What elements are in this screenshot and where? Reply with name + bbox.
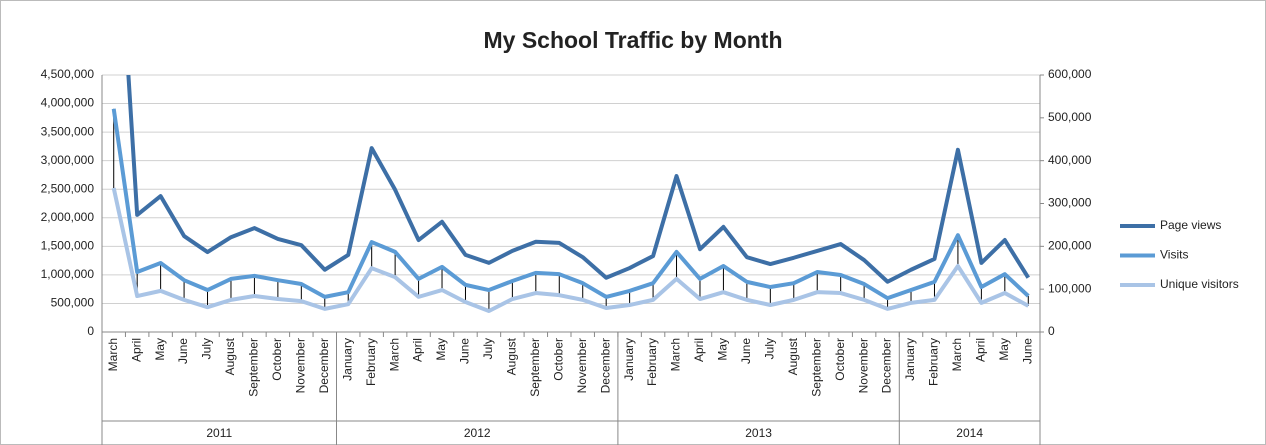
x-tick-label: February: [927, 338, 941, 386]
x-tick-label: June: [458, 338, 472, 364]
x-tick-label: October: [551, 338, 565, 381]
x-tick-label: March: [106, 338, 120, 371]
x-tick-label: March: [950, 338, 964, 371]
x-tick-label: April: [129, 338, 143, 362]
x-tick-label: July: [200, 338, 214, 359]
y2-tick-label: 300,000: [1048, 196, 1092, 210]
x-tick-label: March: [669, 338, 683, 371]
y2-tick-label: 0: [1048, 324, 1055, 338]
y2-tick-label: 200,000: [1048, 239, 1092, 253]
x-tick-label: December: [880, 338, 894, 393]
y-tick-label: 4,500,000: [41, 67, 95, 81]
x-tick-label: April: [974, 338, 988, 362]
y-tick-label: 500,000: [51, 296, 95, 310]
x-tick-label: May: [434, 338, 448, 361]
y-tick-label: 1,500,000: [41, 239, 95, 253]
x-tick-label: November: [575, 338, 589, 393]
x-tick-label: December: [317, 338, 331, 393]
x-tick-label: July: [481, 338, 495, 359]
x-tick-label: February: [645, 338, 659, 386]
legend-label: Visits: [1160, 248, 1188, 262]
y-tick-label: 4,000,000: [41, 96, 95, 110]
group-label: 2014: [956, 426, 983, 440]
x-tick-label: September: [247, 338, 261, 397]
x-tick-label: March: [387, 338, 401, 371]
x-tick-label: August: [223, 337, 237, 375]
x-tick-label: September: [809, 338, 823, 397]
x-tick-label: February: [364, 338, 378, 386]
y-tick-label: 3,000,000: [41, 153, 95, 167]
x-tick-label: June: [1020, 338, 1034, 364]
y2-tick-label: 600,000: [1048, 67, 1092, 81]
x-tick-label: July: [762, 338, 776, 359]
chart-title: My School Traffic by Month: [483, 27, 782, 53]
y-tick-label: 2,500,000: [41, 181, 95, 195]
legend-label: Unique visitors: [1160, 277, 1239, 291]
y2-tick-label: 100,000: [1048, 281, 1092, 295]
x-tick-label: October: [833, 338, 847, 381]
x-tick-label: August: [505, 337, 519, 375]
y2-tick-label: 400,000: [1048, 153, 1092, 167]
x-tick-label: January: [903, 338, 917, 381]
x-tick-label: September: [528, 338, 542, 397]
group-label: 2013: [745, 426, 772, 440]
x-tick-label: June: [176, 338, 190, 364]
x-tick-label: April: [411, 338, 425, 362]
series-line: [126, 75, 1030, 284]
y2-tick-label: 500,000: [1048, 110, 1092, 124]
x-tick-label: October: [270, 338, 284, 381]
x-tick-label: November: [293, 338, 307, 393]
y-tick-label: 0: [87, 324, 94, 338]
x-tick-label: June: [739, 338, 753, 364]
x-tick-label: August: [786, 337, 800, 375]
x-tick-label: January: [340, 338, 354, 381]
x-tick-label: January: [622, 338, 636, 381]
legend-label: Page views: [1160, 218, 1221, 232]
x-tick-label: April: [692, 338, 706, 362]
x-tick-label: May: [153, 338, 167, 361]
group-label: 2011: [206, 426, 232, 440]
y-tick-label: 2,000,000: [41, 210, 95, 224]
x-tick-label: November: [856, 338, 870, 393]
x-tick-label: May: [716, 338, 730, 361]
series-line: [111, 187, 1030, 314]
x-tick-label: May: [997, 338, 1011, 361]
x-tick-label: December: [598, 338, 612, 393]
plot-area: [111, 75, 1030, 314]
group-label: 2012: [464, 426, 491, 440]
y-tick-label: 1,000,000: [41, 267, 95, 281]
series-line: [111, 108, 1030, 301]
y-tick-label: 3,500,000: [41, 124, 95, 138]
